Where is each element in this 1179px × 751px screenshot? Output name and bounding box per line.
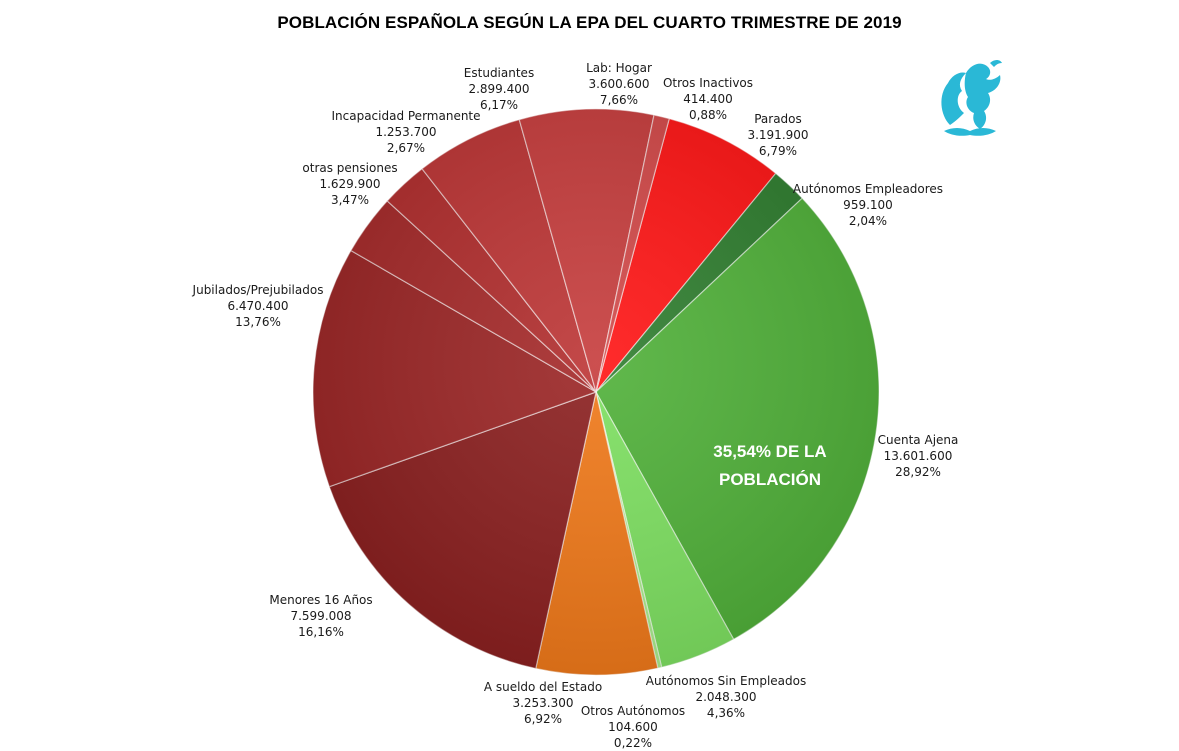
- annotation-line-1: 35,54% DE LA: [713, 442, 827, 461]
- slice-label: Menores 16 Años 7.599.008 16,16%: [269, 592, 372, 640]
- slice-label: A sueldo del Estado 3.253.300 6,92%: [484, 679, 602, 727]
- slice-label-name: Estudiantes: [463, 66, 535, 80]
- slice-label-name: Cuenta Ajena: [877, 433, 959, 447]
- slice-label-percent: 6,79%: [758, 144, 798, 158]
- slice-label-value: 2.899.400: [468, 82, 530, 96]
- slice-label: Autónomos Sin Empleados 2.048.300 4,36%: [646, 673, 806, 721]
- slice-label-name: otras pensiones: [302, 161, 398, 175]
- slice-label-name: Incapacidad Permanente: [331, 109, 481, 123]
- slice-label-value: 414.400: [683, 92, 733, 106]
- slice-label: Jubilados/Prejubilados 6.470.400 13,76%: [193, 282, 324, 330]
- slice-label-name: A sueldo del Estado: [483, 680, 603, 694]
- slice-label-value: 3.191.900: [747, 128, 809, 142]
- slice-label: Otros Autónomos 104.600 0,22%: [581, 703, 685, 751]
- slice-label-value: 6.470.400: [227, 299, 289, 313]
- slice-label-name: Autónomos Empleadores: [792, 182, 944, 196]
- slice-label: Autónomos Empleadores 959.100 2,04%: [793, 181, 943, 229]
- slice-label-name: Menores 16 Años: [269, 593, 373, 607]
- slice-label-value: 7.599.008: [290, 609, 352, 623]
- slice-label-value: 2.048.300: [695, 690, 757, 704]
- slice-label-percent: 16,16%: [298, 625, 344, 639]
- slice-label-percent: 13,76%: [235, 315, 281, 329]
- slice-label-percent: 2,04%: [848, 214, 888, 228]
- slice-label-value: 959.100: [843, 198, 893, 212]
- slice-label-name: Otros Inactivos: [662, 76, 754, 90]
- slice-label: Lab: Hogar 3.600.600 7,66%: [586, 60, 652, 108]
- slice-label-name: Autónomos Sin Empleados: [645, 674, 807, 688]
- slice-label-percent: 6,17%: [479, 98, 519, 112]
- slice-label-name: Lab: Hogar: [586, 61, 652, 75]
- slice-label-percent: 0,22%: [613, 736, 653, 750]
- slice-label-name: Parados: [754, 112, 802, 126]
- slice-label: Parados 3.191.900 6,79%: [747, 111, 808, 159]
- slice-label-value: 1.629.900: [319, 177, 381, 191]
- slice-label: Cuenta Ajena 13.601.600 28,92%: [878, 432, 959, 480]
- chart-title: POBLACIÓN ESPAÑOLA SEGÚN LA EPA DEL CUAR…: [277, 13, 902, 32]
- slice-label-value: 104.600: [608, 720, 658, 734]
- griffin-emblem-icon: [930, 55, 1010, 145]
- slice-label-value: 3.253.300: [512, 696, 574, 710]
- slice-label-name: Jubilados/Prejubilados: [192, 283, 324, 297]
- slice-label: Incapacidad Permanente 1.253.700 2,67%: [331, 108, 480, 156]
- slice-label-percent: 4,36%: [706, 706, 746, 720]
- slice-label-percent: 7,66%: [599, 93, 639, 107]
- slice-label: Otros Inactivos 414.400 0,88%: [663, 75, 753, 123]
- slice-label-value: 1.253.700: [375, 125, 437, 139]
- slice-label-percent: 0,88%: [688, 108, 728, 122]
- slice-label: Estudiantes 2.899.400 6,17%: [464, 65, 534, 113]
- slice-label-name: Otros Autónomos: [580, 704, 686, 718]
- slice-label-percent: 2,67%: [386, 141, 426, 155]
- slice-label: otras pensiones 1.629.900 3,47%: [302, 160, 397, 208]
- slice-label-percent: 6,92%: [523, 712, 563, 726]
- slice-label-percent: 28,92%: [895, 465, 941, 479]
- slice-label-value: 13.601.600: [883, 449, 953, 463]
- population-annotation: 35,54% DE LA POBLACIÓN: [660, 438, 880, 494]
- annotation-line-2: POBLACIÓN: [719, 470, 821, 489]
- slice-label-percent: 3,47%: [330, 193, 370, 207]
- slice-label-value: 3.600.600: [588, 77, 650, 91]
